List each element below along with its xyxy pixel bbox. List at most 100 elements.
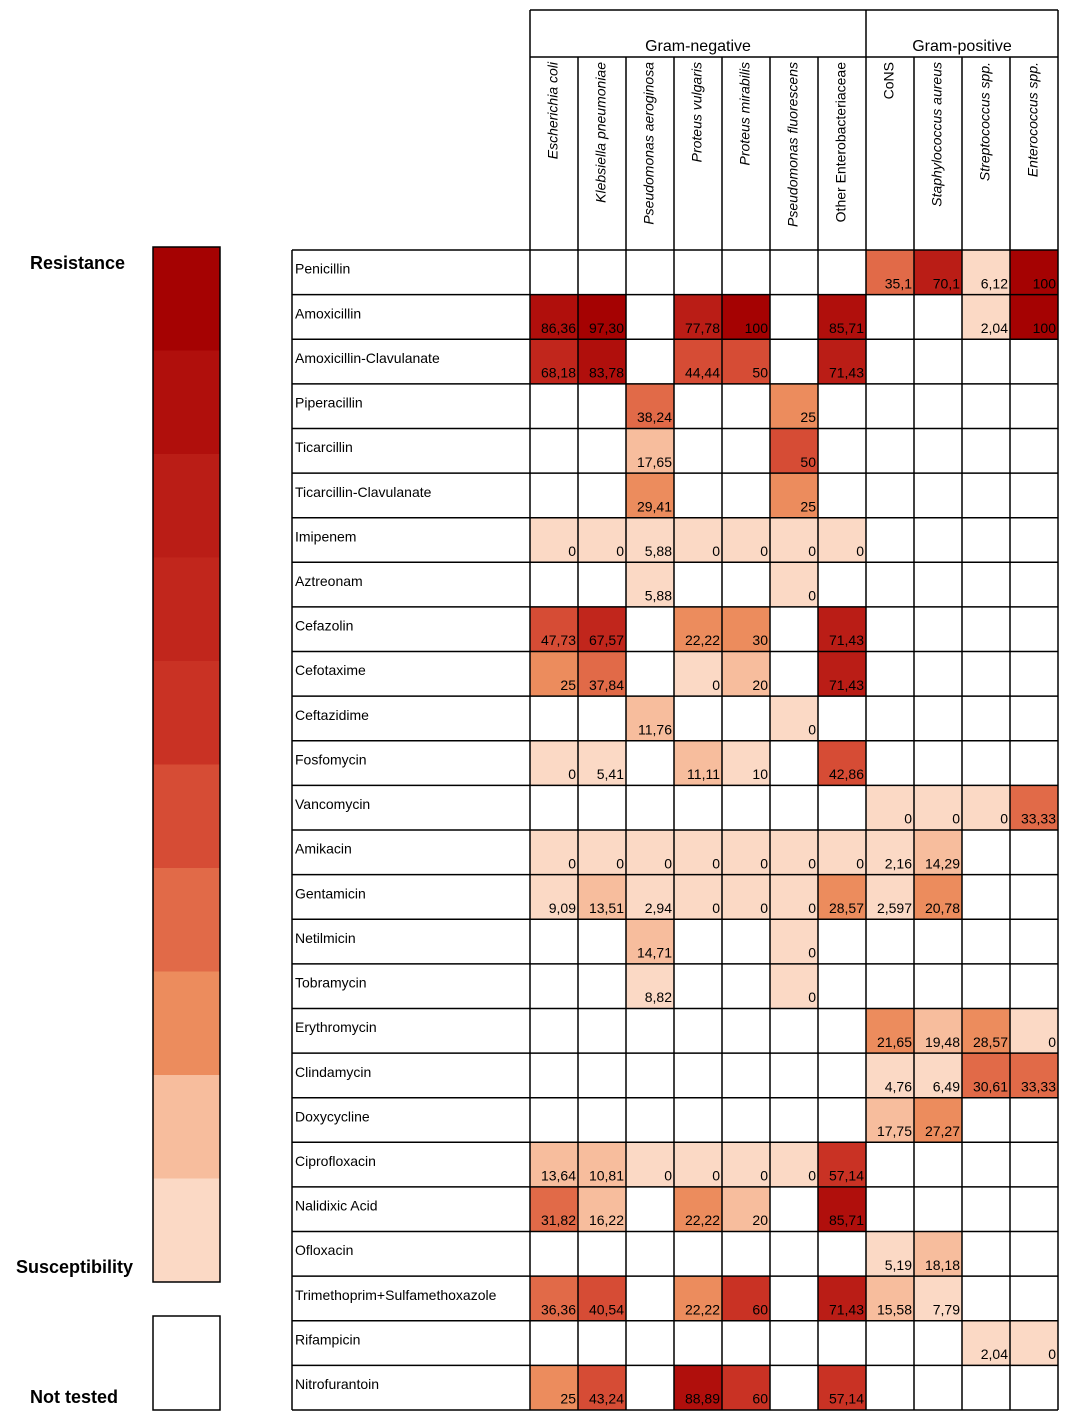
- cell-value-label: 0: [568, 766, 576, 782]
- heat-cell: [674, 651, 722, 697]
- heat-cell: [914, 250, 962, 295]
- heat-cell: [578, 830, 626, 875]
- cell-value-label: 5,19: [885, 1257, 912, 1273]
- cell-value-label: 5,88: [645, 588, 672, 604]
- cell-value-label: 0: [952, 811, 960, 827]
- legend-low-label: Susceptibility: [16, 1257, 133, 1277]
- legend-swatch: [153, 1178, 220, 1283]
- cell-value-label: 83,78: [589, 365, 624, 381]
- cell-value-label: 57,14: [829, 1168, 864, 1184]
- heat-cell: [674, 294, 722, 340]
- cell-value-label: 20: [752, 1212, 768, 1228]
- column-label: CoNS: [881, 62, 897, 99]
- heat-cell: [818, 874, 866, 920]
- cell-value-label: 71,43: [829, 365, 864, 381]
- cell-value-label: 28,57: [829, 900, 864, 916]
- cell-value-label: 50: [800, 454, 816, 470]
- heat-cell: [914, 830, 962, 875]
- column-label: Proteus vulgaris: [689, 62, 705, 162]
- cell-value-label: 44,44: [685, 365, 720, 381]
- row-label: Nalidixic Acid: [295, 1198, 377, 1214]
- cell-value-label: 0: [808, 989, 816, 1005]
- cell-value-label: 2,597: [877, 900, 912, 916]
- row-label: Netilmicin: [295, 930, 356, 946]
- cell-value-label: 20,78: [925, 900, 960, 916]
- cell-value-label: 0: [712, 900, 720, 916]
- heat-cell: [530, 874, 578, 920]
- row-label: Nitrofurantoin: [295, 1376, 379, 1392]
- cell-value-label: 25: [800, 409, 816, 425]
- heat-cell: [770, 963, 818, 1009]
- heat-cell: [722, 517, 770, 563]
- heat-cell: [818, 651, 866, 697]
- cell-value-label: 40,54: [589, 1301, 624, 1317]
- cell-value-label: 0: [808, 1168, 816, 1184]
- cell-value-label: 13,51: [589, 900, 624, 916]
- heat-cell: [530, 517, 578, 563]
- legend-swatch: [153, 350, 220, 455]
- heat-cell: [962, 785, 1010, 830]
- heat-cell: [530, 1276, 578, 1321]
- cell-value-label: 86,36: [541, 320, 576, 336]
- heat-cell: [770, 383, 818, 429]
- cell-value-label: 0: [904, 811, 912, 827]
- heat-cell: [962, 294, 1010, 340]
- heat-cell: [578, 740, 626, 786]
- legend-high-label: Resistance: [30, 253, 125, 273]
- cell-value-label: 71,43: [829, 677, 864, 693]
- cell-value-label: 17,65: [637, 454, 672, 470]
- heat-cell: [578, 1142, 626, 1187]
- heat-cell: [530, 1186, 578, 1232]
- heat-cell: [578, 606, 626, 652]
- heat-cell: [818, 1276, 866, 1321]
- cell-value-label: 70,1: [933, 275, 960, 291]
- cell-value-label: 28,57: [973, 1034, 1008, 1050]
- cell-value-label: 0: [808, 588, 816, 604]
- cell-value-label: 97,30: [589, 320, 624, 336]
- cell-value-label: 0: [712, 543, 720, 559]
- cell-value-label: 13,64: [541, 1168, 576, 1184]
- cell-value-label: 50: [752, 365, 768, 381]
- cell-value-label: 2,16: [885, 855, 912, 871]
- cell-value-label: 6,12: [981, 275, 1008, 291]
- cell-value-label: 2,94: [645, 900, 672, 916]
- heat-cell: [530, 651, 578, 697]
- cell-value-label: 0: [664, 855, 672, 871]
- cell-value-label: 5,41: [597, 766, 624, 782]
- heat-cell: [626, 696, 674, 741]
- heat-cell: [818, 830, 866, 875]
- legend-swatch: [153, 764, 220, 869]
- heat-cell: [722, 1142, 770, 1187]
- cell-value-label: 0: [616, 855, 624, 871]
- heat-cell: [626, 428, 674, 474]
- row-label: Doxycycline: [295, 1108, 370, 1124]
- heat-cell: [914, 1097, 962, 1143]
- cell-value-label: 21,65: [877, 1034, 912, 1050]
- heat-cell: [770, 874, 818, 920]
- row-label: Ceftazidime: [295, 707, 369, 723]
- heat-cell: [578, 651, 626, 697]
- legend-swatch: [153, 557, 220, 662]
- cell-value-label: 37,84: [589, 677, 624, 693]
- heat-cell: [530, 740, 578, 786]
- cell-value-label: 43,24: [589, 1391, 624, 1407]
- heat-cell: [866, 1097, 914, 1143]
- heat-cell: [722, 651, 770, 697]
- cell-value-label: 25: [800, 498, 816, 514]
- heat-cell: [818, 1186, 866, 1232]
- cell-value-label: 0: [712, 677, 720, 693]
- row-label: Cefotaxime: [295, 662, 366, 678]
- heat-cell: [674, 606, 722, 652]
- heat-cell: [674, 874, 722, 920]
- cell-value-label: 14,29: [925, 855, 960, 871]
- column-label: Other Enterobacteriaceae: [833, 62, 849, 223]
- cell-value-label: 68,18: [541, 365, 576, 381]
- row-label: Rifampicin: [295, 1331, 360, 1347]
- heat-cell: [674, 1365, 722, 1410]
- heat-cell: [866, 830, 914, 875]
- heat-cell: [914, 785, 962, 830]
- cell-value-label: 22,22: [685, 1301, 720, 1317]
- row-label: Aztreonam: [295, 573, 363, 589]
- row-label: Ciprofloxacin: [295, 1153, 376, 1169]
